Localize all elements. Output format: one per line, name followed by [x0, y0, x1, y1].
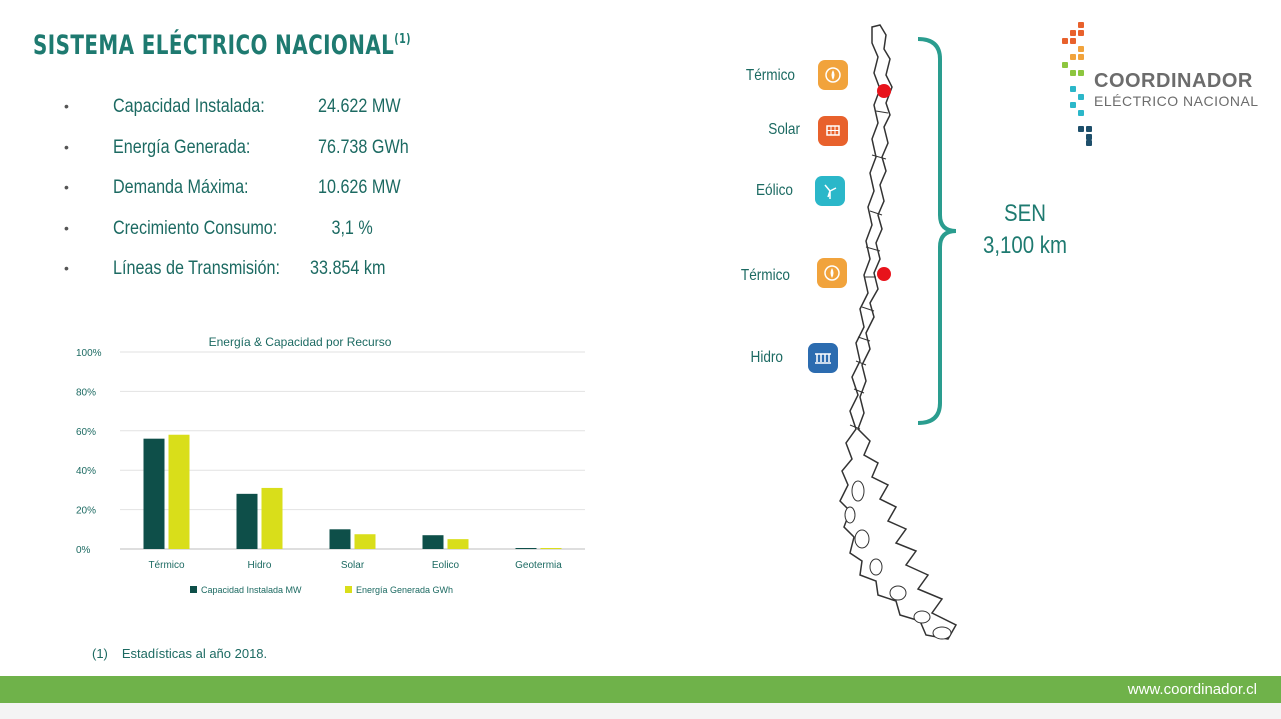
stat-value: 3,1 %: [318, 217, 373, 239]
resource-label-termico-1: Térmico: [745, 67, 795, 84]
chile-map: [700, 15, 1080, 655]
chart-title: Energía & Capacidad por Recurso: [209, 335, 392, 349]
y-tick-label: 20%: [76, 506, 96, 517]
stat-value: 10.626 MW: [318, 177, 401, 198]
bar-energia: [168, 434, 190, 549]
sen-bracket: [917, 37, 957, 425]
bars: [143, 434, 562, 550]
chile-outline: [839, 24, 958, 640]
coordinador-logo: COORDINADOR ELÉCTRICO NACIONAL: [1062, 22, 1272, 147]
stat-row: • Líneas de Transmisión: 33.854 km: [60, 258, 460, 299]
bar-capacidad: [236, 493, 258, 549]
x-tick-label: Eolico: [432, 560, 460, 571]
stat-label: Líneas de Transmisión:: [113, 258, 280, 279]
stat-row: • Demanda Máxima: 10.626 MW: [60, 177, 460, 218]
marker-central: [877, 267, 891, 281]
x-axis-ticks: Térmico Hidro Solar Eolico Geotermia: [148, 560, 562, 571]
bullet: •: [64, 98, 69, 114]
wind-icon: [815, 176, 845, 206]
sen-label: SEN 3,100 km: [970, 198, 1081, 262]
stat-label: Demanda Máxima:: [113, 177, 249, 198]
archipelago: [844, 480, 952, 640]
chart-grid: [120, 351, 585, 550]
bar-capacidad: [143, 438, 165, 549]
bar-capacidad: [422, 535, 444, 549]
y-axis-ticks: 0% 20% 40% 60% 80% 100%: [76, 348, 102, 556]
bar-energia: [447, 539, 469, 549]
chart-svg: Energía & Capacidad por Recurso 0% 20% 40%…: [76, 335, 585, 595]
country-outline: [839, 24, 958, 640]
resource-label-solar: Solar: [768, 121, 800, 138]
footnote: (1) Estadísticas al año 2018.: [92, 646, 267, 661]
y-tick-label: 40%: [76, 466, 96, 477]
stat-value: 76.738 GWh: [318, 136, 409, 158]
footer-strip: [0, 703, 1281, 719]
stat-row: • Crecimiento Consumo: 3,1 %: [60, 218, 460, 259]
footnote-text: Estadísticas al año 2018.: [121, 646, 268, 661]
legend-label: Energía Generada GWh: [356, 585, 453, 595]
resource-label-eolico: Eólico: [755, 182, 793, 199]
bar-energia: [261, 487, 283, 549]
stat-row: • Energía Generada: 76.738 GWh: [60, 137, 460, 178]
footer-url[interactable]: www.coordinador.cl: [1127, 681, 1257, 698]
resource-label-hidro: Hidro: [750, 349, 783, 366]
legend-label: Capacidad Instalada MW: [201, 585, 302, 595]
page-title: SISTEMA ELÉCTRICO NACIONAL(1): [33, 30, 411, 61]
y-tick-label: 80%: [76, 387, 96, 398]
legend-swatch: [190, 586, 197, 593]
region-lines: [849, 110, 889, 430]
y-tick-label: 0%: [76, 545, 91, 556]
y-tick-label: 60%: [76, 427, 96, 438]
resource-label-termico-2: Térmico: [740, 267, 790, 284]
stat-value: 33.854 km: [310, 258, 386, 279]
stat-label: Crecimiento Consumo:: [113, 217, 278, 239]
bar-chart: Energía & Capacidad por Recurso 0% 20% 40%…: [60, 330, 600, 610]
thermal-icon: [817, 258, 847, 288]
bar-capacidad: [329, 529, 351, 549]
y-tick-label: 100%: [76, 348, 102, 359]
stat-row: • Capacidad Instalada: 24.622 MW: [60, 96, 460, 137]
bar-energia: [354, 534, 376, 549]
stat-value: 24.622 MW: [318, 96, 401, 117]
marker-north: [877, 84, 891, 98]
sen-name: SEN: [1004, 200, 1046, 227]
legend-swatch: [345, 586, 352, 593]
logo-line2: ELÉCTRICO NACIONAL: [1094, 93, 1259, 109]
solar-icon: [818, 116, 848, 146]
bullet: •: [64, 138, 69, 155]
x-tick-label: Hidro: [248, 560, 272, 571]
footnote-number: (1): [92, 646, 108, 661]
footer-bar: www.coordinador.cl: [0, 676, 1281, 703]
bullet: •: [64, 179, 69, 195]
stat-label: Energía Generada:: [113, 136, 251, 158]
x-tick-label: Geotermia: [515, 560, 562, 571]
sen-distance: 3,100 km: [983, 232, 1067, 259]
chart-legend: Capacidad Instalada MW Energía Generada G…: [190, 585, 453, 595]
logo-mark: [1062, 22, 1092, 146]
bullet: •: [64, 260, 69, 276]
stats-list: • Capacidad Instalada: 24.622 MW • Energía …: [60, 96, 460, 299]
x-tick-label: Solar: [341, 560, 365, 571]
stat-label: Capacidad Instalada:: [113, 96, 265, 117]
hydro-icon: [808, 343, 838, 373]
logo-line1: COORDINADOR: [1094, 70, 1253, 92]
bullet: •: [64, 219, 69, 236]
thermal-icon: [818, 60, 848, 90]
bar-capacidad: [515, 548, 537, 550]
x-tick-label: Térmico: [148, 560, 185, 571]
bar-energia: [540, 548, 562, 550]
